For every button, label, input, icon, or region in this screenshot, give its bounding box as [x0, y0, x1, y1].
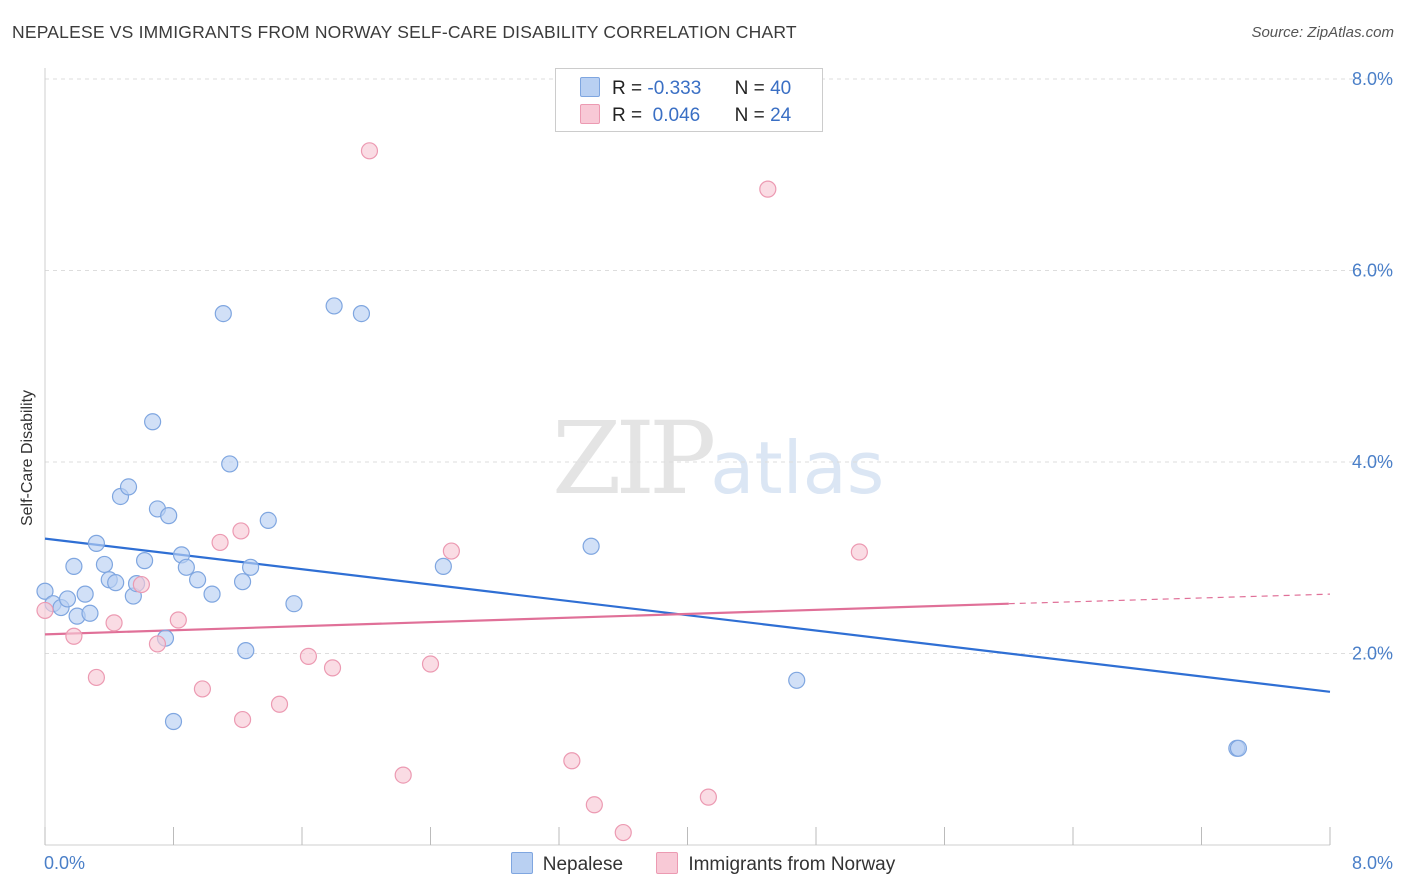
watermark-zip: ZIP — [552, 400, 716, 517]
point-nepalese — [107, 574, 125, 592]
point-nepalese — [164, 712, 183, 731]
point-norway — [105, 614, 123, 632]
point-nepalese — [325, 297, 343, 315]
point-nepalese — [188, 571, 207, 589]
point-norway — [193, 680, 212, 698]
point-norway — [148, 635, 167, 653]
legend-item-norway: Immigrants from Norway — [656, 852, 895, 876]
point-norway — [233, 710, 252, 729]
point-nepalese — [119, 478, 138, 496]
point-norway — [585, 796, 603, 814]
point-norway — [360, 142, 379, 160]
legend-r-value: -0.333 — [647, 78, 702, 99]
point-nepalese — [259, 511, 277, 530]
point-nepalese — [434, 557, 452, 575]
legend-swatch-blue — [510, 852, 533, 874]
legend-r-label: R = — [612, 78, 643, 99]
point-norway — [699, 788, 717, 806]
legend-n-value: 40 — [770, 78, 792, 99]
point-norway — [232, 522, 250, 540]
trendline-norway — [44, 602, 1009, 636]
point-nepalese — [242, 558, 260, 576]
legend-swatch-pink — [580, 104, 600, 124]
x-tick-label: 8.0% — [1352, 853, 1393, 873]
point-norway — [270, 695, 289, 713]
point-nepalese — [1229, 739, 1248, 757]
point-nepalese — [160, 507, 178, 525]
legend-n-label: N = — [734, 105, 765, 126]
tick-labels: 2.0% 4.0% 6.0% 8.0% 0.0% 8.0% — [44, 69, 1393, 873]
point-norway — [614, 823, 632, 842]
point-norway — [563, 752, 581, 770]
point-nepalese — [788, 671, 806, 689]
point-nepalese — [221, 455, 239, 473]
point-nepalese — [352, 304, 371, 323]
point-nepalese — [582, 537, 600, 555]
point-nepalese — [95, 555, 114, 574]
point-nepalese — [81, 604, 99, 622]
legend-label-norway: Immigrants from Norway — [688, 854, 896, 875]
source-credit: Source: ZipAtlas.com — [1251, 24, 1394, 41]
watermark-atlas: atlas — [710, 426, 885, 510]
legend-row-nepalese: R = -0.333 N = 40 — [580, 77, 791, 100]
legend-row-norway: R = 0.046 N = 24 — [580, 104, 791, 127]
point-nepalese — [58, 590, 77, 608]
legend-r-label: R = — [612, 105, 643, 126]
axes — [44, 68, 1331, 846]
point-norway — [169, 611, 187, 629]
y-tick-label: 4.0% — [1352, 452, 1393, 472]
point-norway — [211, 533, 229, 552]
y-tick-label: 6.0% — [1352, 261, 1393, 281]
point-nepalese — [233, 573, 252, 591]
series-legend: Nepalese Immigrants from Norway — [0, 852, 1406, 876]
legend-label-nepalese: Nepalese — [542, 854, 624, 875]
point-nepalese — [36, 582, 54, 600]
x-tick-label: 0.0% — [44, 853, 85, 873]
legend-n-label: N = — [734, 78, 765, 99]
point-norway — [759, 180, 777, 198]
point-nepalese — [87, 534, 106, 552]
legend-swatch-pink — [656, 852, 679, 874]
point-norway — [36, 601, 54, 620]
point-norway — [323, 659, 342, 677]
correlation-legend: R = -0.333 N = 40 R = 0.046 N = 24 — [555, 68, 823, 132]
point-nepalese — [76, 585, 94, 603]
watermark: ZIPatlas — [552, 400, 884, 517]
point-norway — [442, 542, 460, 560]
legend-swatch-blue — [580, 77, 600, 97]
point-nepalese — [237, 642, 255, 660]
point-norway — [421, 655, 440, 673]
point-norway — [87, 668, 106, 687]
point-norway — [850, 543, 868, 561]
y-tick-label: 2.0% — [1352, 644, 1393, 664]
point-norway — [299, 647, 318, 665]
point-norway — [65, 627, 83, 645]
trendlines — [44, 537, 1331, 693]
point-nepalese — [285, 595, 303, 613]
legend-r-value: 0.046 — [647, 105, 701, 126]
data-points — [36, 142, 1248, 842]
point-nepalese — [144, 413, 162, 431]
chart-title: NEPALESE VS IMMIGRANTS FROM NORWAY SELF-… — [12, 22, 797, 42]
trendline-nepalese — [44, 537, 1331, 693]
point-norway — [394, 766, 412, 784]
point-nepalese — [65, 557, 83, 575]
point-nepalese — [203, 585, 221, 603]
point-nepalese — [135, 552, 154, 570]
point-norway — [132, 575, 150, 594]
legend-item-nepalese: Nepalese — [510, 852, 624, 876]
point-nepalese — [214, 304, 232, 323]
legend-n-value: 24 — [770, 105, 792, 126]
trendline-norway-extension — [1008, 593, 1331, 605]
point-nepalese — [177, 558, 195, 576]
y-tick-label: 8.0% — [1352, 69, 1393, 89]
